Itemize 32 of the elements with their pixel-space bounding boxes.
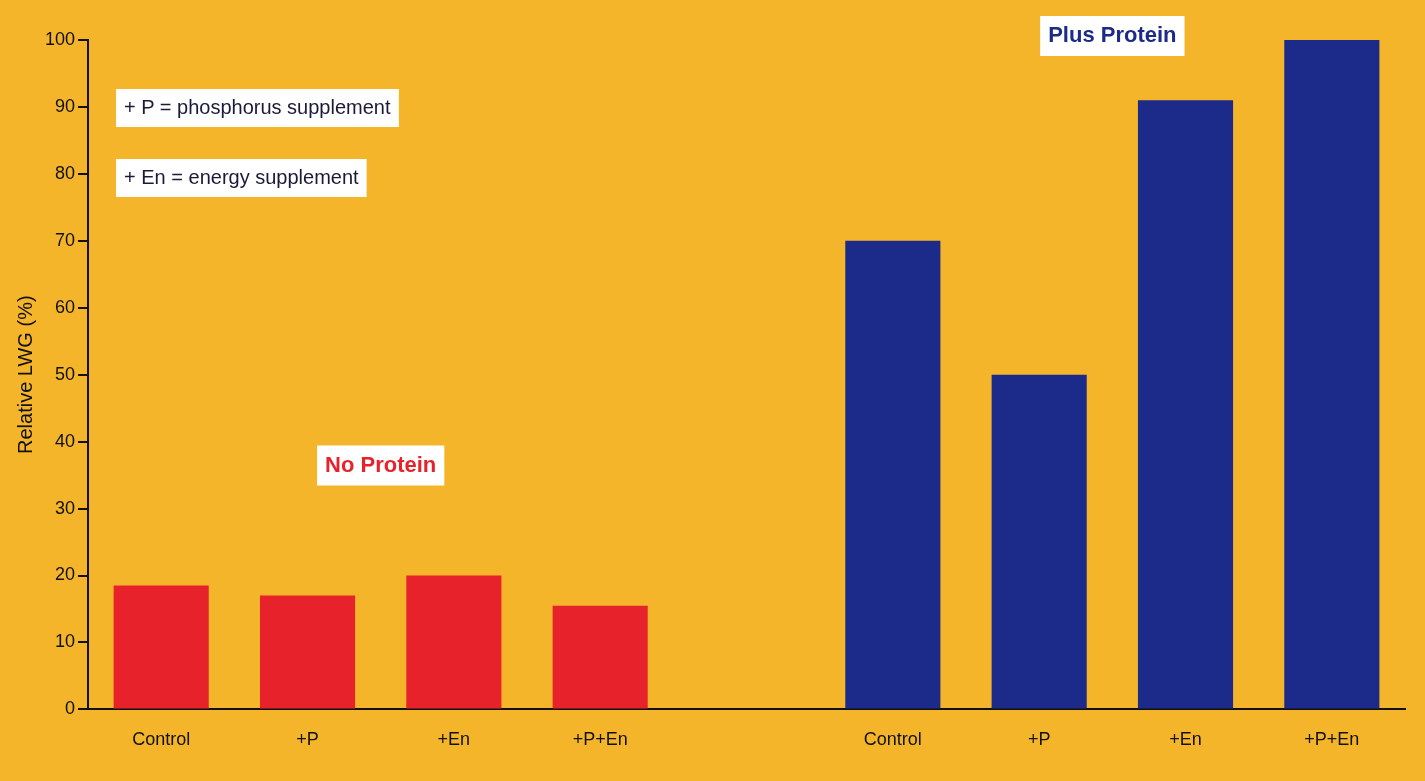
annotation: + P = phosphorus supplement [124, 95, 391, 118]
y-tick-label: 90 [55, 95, 76, 116]
bar [991, 374, 1087, 709]
annotation: + En = energy supplement [124, 165, 360, 188]
y-tick-label: 70 [55, 229, 76, 250]
y-tick-label: 0 [65, 698, 76, 719]
x-tick-label: +P [296, 729, 319, 750]
x-tick-label: +P+En [572, 729, 628, 750]
y-tick-label: 50 [55, 363, 76, 384]
bar [552, 605, 648, 709]
bar [1137, 100, 1234, 709]
x-tick-label: +P+En [1304, 729, 1360, 750]
y-tick-label: 80 [55, 162, 76, 183]
bar [1284, 40, 1380, 709]
x-tick-label: +En [1169, 729, 1202, 750]
y-tick-label: 30 [55, 497, 76, 518]
bar [259, 595, 356, 709]
y-tick-label: 20 [55, 564, 76, 585]
x-tick-label: Control [132, 729, 191, 750]
bar [406, 575, 502, 709]
bar [845, 240, 941, 709]
text: No Protein [325, 451, 437, 477]
bar [113, 585, 209, 709]
y-tick-label: 100 [44, 28, 76, 49]
x-tick-label: +P [1027, 729, 1051, 750]
y-axis-title: Relative LWG (%) [13, 295, 36, 454]
y-tick-label: 10 [55, 631, 76, 652]
x-tick-label: Control [863, 729, 922, 750]
y-tick-label: 40 [55, 430, 76, 451]
x-tick-label: +En [437, 729, 471, 750]
text: Plus Protein [1048, 22, 1177, 48]
y-tick-label: 60 [55, 296, 76, 317]
